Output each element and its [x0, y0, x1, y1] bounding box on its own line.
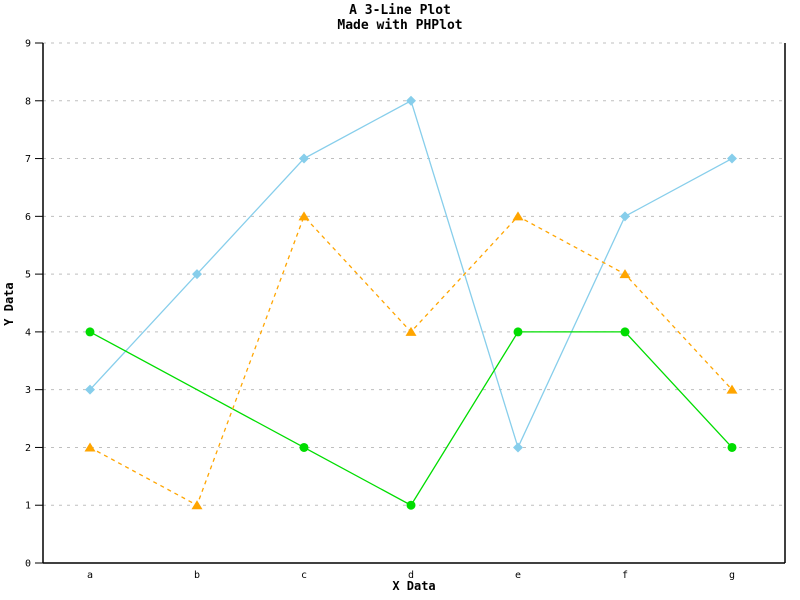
- series-3-orange-marker-5: [619, 269, 631, 279]
- series-1-skyblue-marker-0: [85, 384, 95, 395]
- series-2-green-marker-5: [727, 442, 737, 452]
- series-3-orange-marker-4: [512, 211, 524, 221]
- y-tick-label-2: 2: [25, 443, 31, 454]
- series-1-skyblue-marker-4: [513, 442, 523, 453]
- x-tick-label-f: f: [622, 570, 628, 581]
- series-2-green-marker-4: [620, 327, 630, 337]
- y-tick-label-0: 0: [25, 559, 31, 570]
- series-1-skyblue-marker-1: [192, 269, 202, 280]
- x-tick-label-a: a: [87, 570, 93, 581]
- series-2-green-marker-0: [85, 327, 95, 337]
- series-3-orange-marker-3: [405, 326, 417, 336]
- series-1-skyblue-marker-6: [727, 153, 737, 164]
- y-tick-label-4: 4: [25, 327, 31, 338]
- x-axis-title: X Data: [392, 579, 436, 593]
- series-2-green-marker-1: [299, 442, 309, 452]
- series-1-skyblue-marker-5: [620, 211, 630, 222]
- series-2-green-marker-3: [513, 327, 523, 337]
- series-1-skyblue-marker-3: [406, 95, 416, 106]
- chart-title: A 3-Line Plot: [349, 3, 451, 18]
- x-tick-label-g: g: [729, 570, 735, 581]
- y-tick-label-9: 9: [25, 39, 31, 50]
- series-3-orange-line: [89, 215, 733, 507]
- y-tick-label-8: 8: [25, 96, 31, 107]
- y-tick-label-1: 1: [25, 501, 31, 512]
- y-tick-label-6: 6: [25, 212, 31, 223]
- series-3-orange-marker-6: [726, 384, 738, 394]
- series-3-orange-marker-1: [191, 500, 203, 510]
- x-tick-label-b: b: [194, 570, 200, 581]
- y-tick-label-5: 5: [25, 270, 31, 281]
- x-tick-label-d: d: [408, 570, 414, 581]
- x-tick-label-c: c: [301, 570, 307, 581]
- series-1-skyblue-marker-2: [299, 153, 309, 164]
- series-2-green-marker-2: [406, 500, 416, 510]
- series-2-green-line: [89, 331, 733, 507]
- y-tick-label-3: 3: [25, 385, 31, 396]
- x-tick-label-e: e: [515, 570, 521, 581]
- series-3-orange-marker-2: [298, 211, 310, 221]
- y-tick-label-7: 7: [25, 154, 31, 165]
- chart-subtitle: Made with PHPlot: [337, 18, 463, 33]
- series-3-orange-marker-0: [84, 442, 96, 452]
